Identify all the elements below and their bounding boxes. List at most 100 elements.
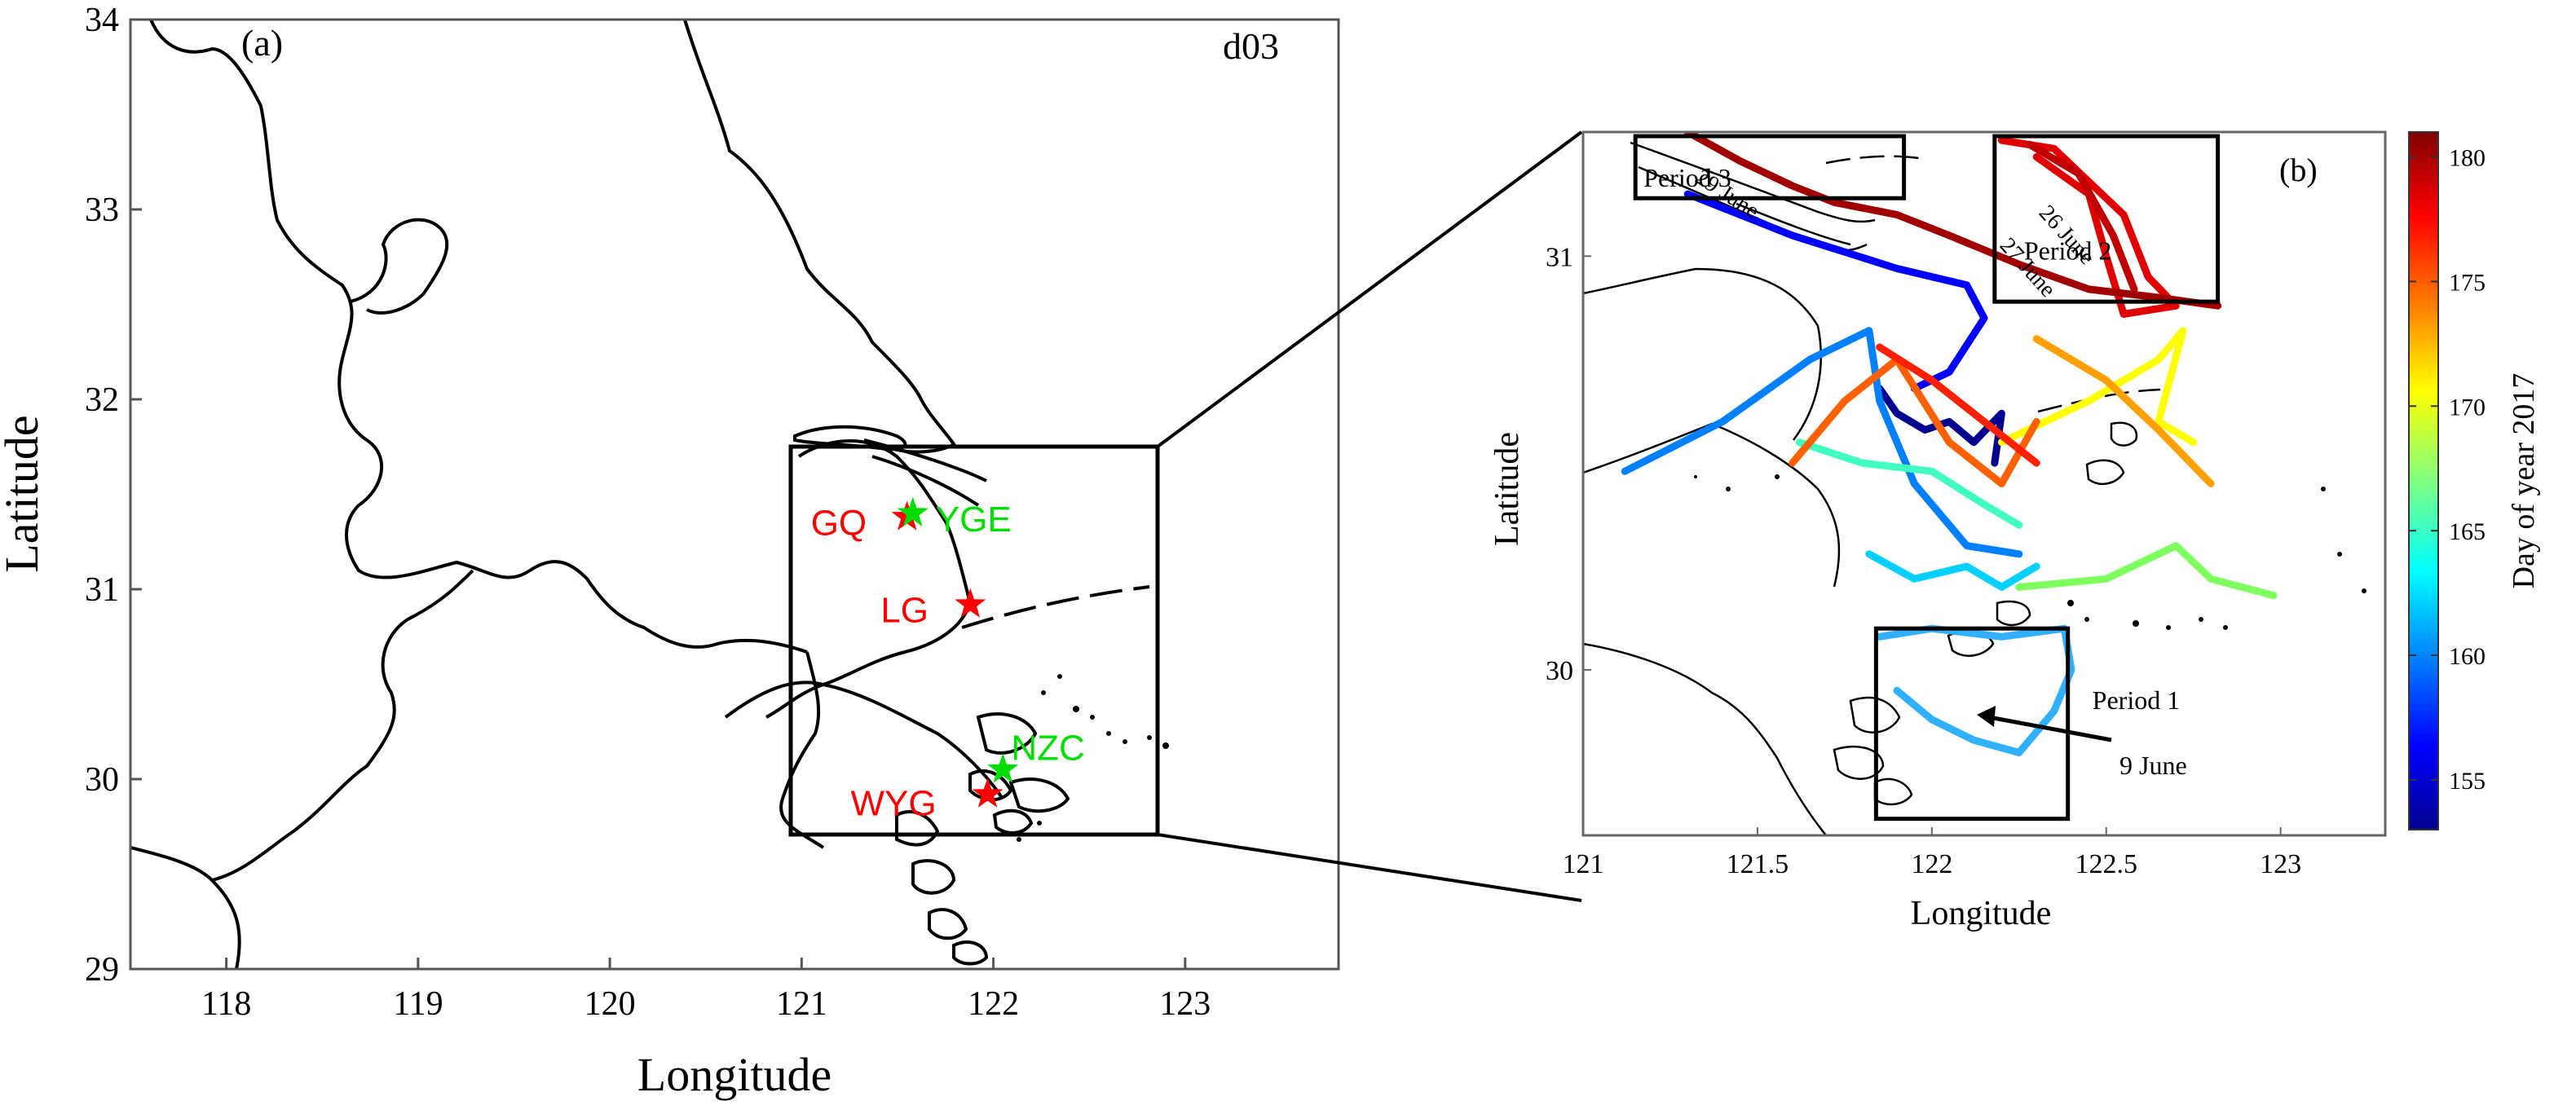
colorbar-tick-label: 155 — [2449, 768, 2486, 795]
inner-boundary — [350, 218, 449, 315]
x-tick-label: 122 — [1911, 849, 1952, 879]
trajectory-day-180 — [1683, 132, 2222, 310]
y-tick-label: 32 — [85, 381, 119, 419]
x-tick-label: 121 — [776, 985, 827, 1023]
colorbar-ticks: 155 160 165 170 175 180 — [2409, 145, 2486, 795]
x-tick-label: 119 — [393, 985, 443, 1023]
period-box — [1873, 626, 2071, 821]
hangzhou-bay-south — [724, 681, 1004, 800]
station-star-icon — [955, 588, 986, 618]
y-tick-label: 31 — [1546, 242, 1573, 272]
x-tick-label: 123 — [2260, 849, 2301, 879]
boundary-south-b — [210, 879, 241, 969]
b-yangtze-3 — [1736, 202, 1851, 246]
panel-a-label: (a) — [241, 22, 283, 64]
period-box — [1992, 134, 2221, 304]
panel-b-axes-frame — [1581, 130, 2387, 837]
period-box — [1633, 134, 1907, 200]
panel-a-boundaries — [130, 20, 1150, 969]
b-dashed-2 — [2037, 388, 2161, 413]
station-label: NZC — [1011, 728, 1084, 768]
period-label: Period 2 — [2024, 236, 2112, 266]
trajectory-day-173 — [2032, 335, 2215, 487]
panel-b-background — [1583, 132, 2385, 835]
x-tick-label: 118 — [201, 985, 251, 1023]
panel-b-x-ticks: 121 121.5 122 122.5 123 — [1563, 827, 2301, 879]
domain-label: d03 — [1223, 25, 1279, 67]
panel-a-axes-frame — [129, 18, 1340, 971]
period-label: Period 3 — [1643, 163, 1731, 192]
period-1-arrow — [1988, 715, 2112, 742]
panel-b-label: (b) — [2279, 152, 2318, 188]
x-tick-label: 122 — [968, 985, 1019, 1023]
panel-a-x-axis-label: Longitude — [637, 1048, 831, 1101]
colorbar-tick-label: 160 — [2449, 643, 2486, 670]
trajectory-day-179 — [2026, 140, 2138, 293]
station-label: WYG — [851, 784, 937, 824]
period-boxes: Period 3 Period 2 Period 1 — [1633, 134, 2221, 821]
b-small-islands — [1694, 474, 2366, 630]
period-label: Period 1 — [2093, 685, 2181, 715]
trajectory-day-170 — [1997, 327, 2198, 447]
panel-b-x-axis-label: Longitude — [1911, 895, 2052, 932]
b-coast-north — [1583, 267, 1822, 441]
y-tick-label: 30 — [85, 761, 119, 799]
yangtze-shoals-2 — [871, 455, 980, 507]
boundary-south-a — [130, 569, 474, 883]
panel-a-x-ticks: 118 119 120 121 122 123 — [201, 958, 1211, 1023]
zoom-connector-top — [1156, 130, 1583, 448]
y-tick-label: 33 — [85, 192, 119, 229]
b-dashed — [1825, 155, 1925, 165]
colorbar — [2408, 131, 2439, 830]
province-boundary-west — [149, 20, 808, 654]
station-label: YGE — [936, 500, 1012, 540]
station-label: GQ — [811, 503, 867, 543]
trajectory-day-158 — [1621, 327, 2023, 558]
zoom-box — [788, 444, 1160, 837]
b-coast-south — [1583, 642, 1827, 835]
y-tick-label: 31 — [85, 571, 119, 609]
panel-b-y-axis-label: Latitude — [1489, 432, 1526, 546]
colorbar-tick-label: 170 — [2449, 394, 2486, 421]
y-tick-label: 34 — [85, 2, 119, 39]
x-tick-label: 122.5 — [2075, 849, 2137, 879]
y-tick-label: 29 — [85, 951, 119, 989]
panel-a-y-axis-label: Latitude — [0, 415, 48, 572]
x-tick-label: 123 — [1159, 985, 1211, 1023]
x-tick-label: 121.5 — [1727, 849, 1789, 879]
zoom-connector-bottom — [1157, 833, 1582, 902]
colorbar-tick-label: 165 — [2449, 518, 2486, 545]
annotation-9-june: 9 June — [2119, 751, 2187, 780]
stations-layer: GQ YGE LG NZC WYG — [811, 496, 1085, 824]
x-tick-label: 121 — [1563, 849, 1604, 879]
zhoushan-islands — [895, 712, 1070, 966]
station-star-icon — [972, 777, 1003, 808]
panel-a-y-ticks: 29 30 31 32 33 34 — [85, 2, 142, 989]
trajectory-day-167 — [2015, 542, 2278, 600]
station-label: LG — [880, 591, 929, 631]
x-tick-label: 120 — [584, 985, 636, 1023]
trajectory-day-165 — [1795, 438, 2023, 529]
trajectory-day-162 — [1865, 550, 2040, 591]
colorbar-tick-label: 180 — [2449, 145, 2486, 172]
dashed-boundary — [961, 585, 1150, 629]
colorbar-label: Day of year 2017 — [2507, 373, 2541, 589]
yangtze-shoals-1 — [863, 438, 987, 482]
trajectory-day-160 — [1876, 624, 2075, 756]
coastline — [683, 20, 956, 454]
b-yangtze-1 — [1630, 141, 1876, 223]
arrow-head-icon — [1977, 706, 1996, 727]
colorbar-tick-label: 175 — [2449, 269, 2486, 296]
b-coast-shanghai — [1583, 422, 1841, 588]
station-star-icon — [987, 753, 1019, 783]
y-tick-label: 30 — [1546, 656, 1573, 686]
trajectory-day-154 — [1876, 385, 2005, 467]
trajectories-layer — [1621, 132, 2278, 756]
panel-b-y-ticks: 30 31 — [1546, 242, 1591, 686]
small-islands-a — [1017, 674, 1169, 842]
b-islands — [1833, 421, 2138, 806]
trajectory-day-155 — [1683, 190, 1988, 393]
